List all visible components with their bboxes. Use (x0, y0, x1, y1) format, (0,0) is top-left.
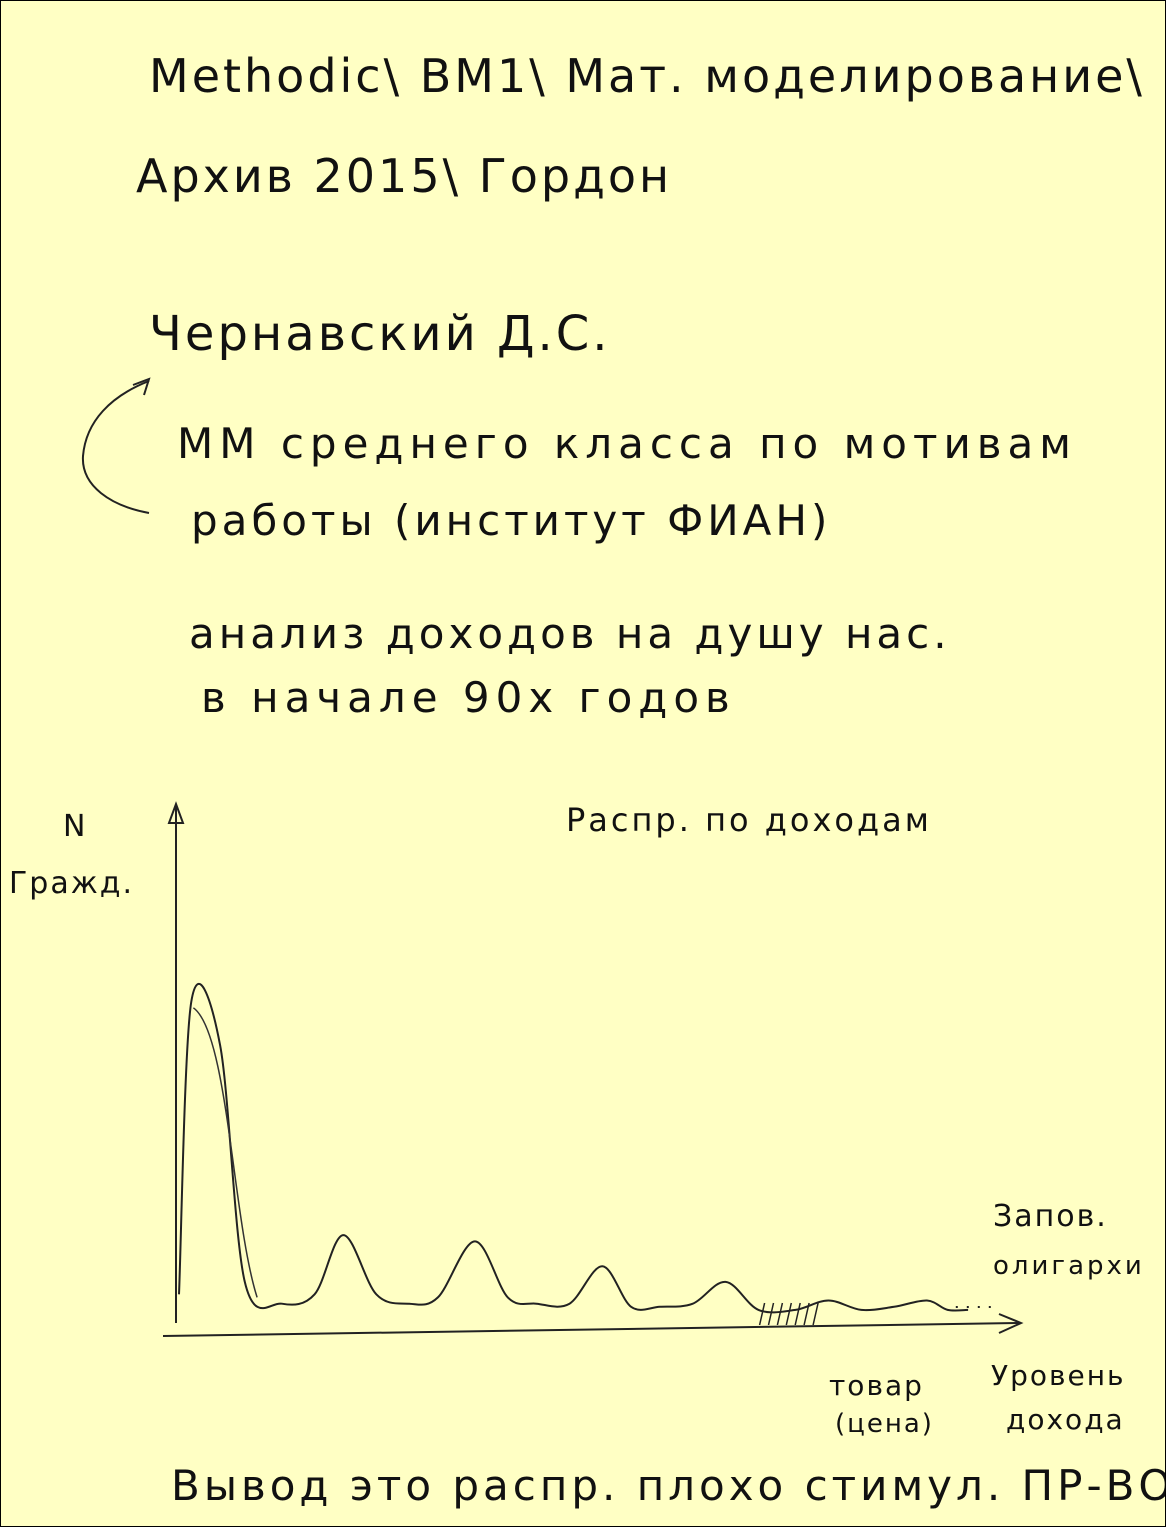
hatch-mark (812, 1302, 819, 1326)
goods-label-2: (цена) (835, 1409, 934, 1439)
topic-line-2: работы (институт ФИАН) (191, 496, 832, 545)
conclusion-text: Вывод это распр. плохо стимул. ПР-ВО (171, 1461, 1166, 1510)
spike-overstroke (192, 1007, 258, 1298)
x-axis-label-2: дохода (1006, 1403, 1125, 1436)
x-axis-arrowhead-icon (998, 1313, 1024, 1334)
goods-label-1: товар (829, 1369, 924, 1402)
analysis-line-2: в начале 90х годов (201, 673, 736, 722)
hatch-mark (785, 1302, 793, 1326)
oligarch-label-1: Запов. (993, 1199, 1108, 1234)
bracket-arrowhead-icon (132, 377, 151, 396)
bracket-arrow (81, 380, 150, 514)
oligarch-label-2: олигархи (993, 1251, 1145, 1281)
plot-area (178, 983, 993, 1326)
path-line-2: Архив 2015\ Гордон (136, 149, 673, 203)
x-axis-label-1: Уровень (991, 1359, 1126, 1392)
hatch-mark (803, 1302, 810, 1326)
x-axis (162, 1322, 1020, 1337)
y-axis-arrowhead-icon (167, 801, 185, 824)
topic-line-1: ММ среднего класса по мотивам (177, 419, 1077, 468)
distribution-curve (178, 983, 969, 1314)
analysis-line-1: анализ доходов на душу нас. (189, 609, 951, 658)
y-axis-symbol: N (63, 809, 88, 844)
author-name: Чернавский Д.С. (149, 306, 611, 362)
y-axis-label: Гражд. (9, 866, 135, 901)
hatch-mark (794, 1302, 801, 1326)
hatch-mark (767, 1302, 775, 1326)
hatch-mark (776, 1302, 784, 1326)
hatch-mark (758, 1302, 766, 1326)
chart-title: Распр. по доходам (566, 801, 932, 839)
path-line-1: Methodic\ BM1\ Мат. моделирование\ (149, 49, 1145, 103)
